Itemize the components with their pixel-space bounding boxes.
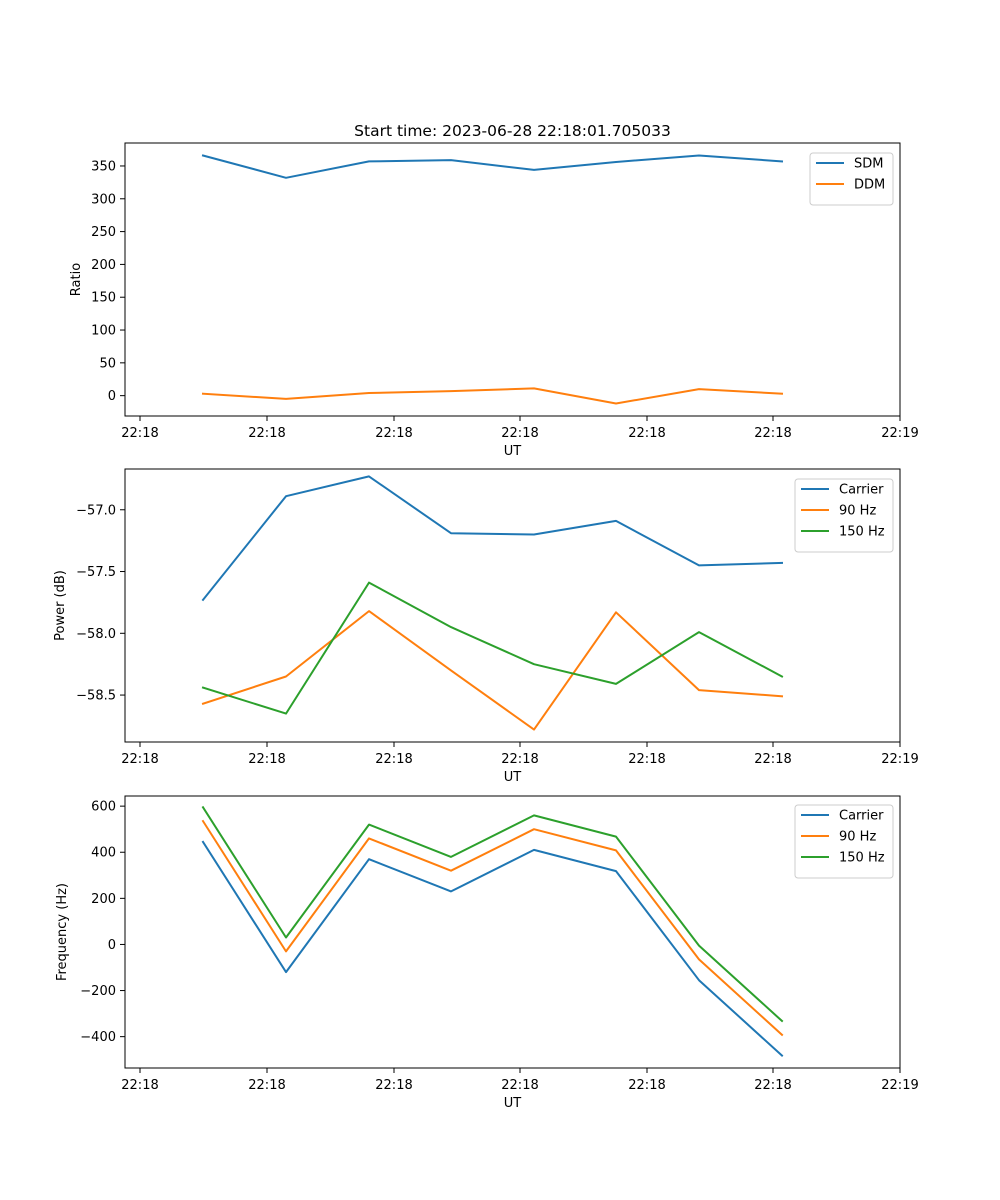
y-tick-label: −58.0 bbox=[76, 627, 116, 642]
legend: SDM DDM bbox=[809, 152, 894, 206]
legend-box bbox=[794, 478, 894, 553]
series-line-ddm bbox=[201, 387, 784, 405]
series-line-150-hz bbox=[201, 581, 784, 715]
x-tick-label: 22:18 bbox=[628, 752, 665, 767]
series-line-150-hz bbox=[201, 805, 784, 1023]
y-tick-label: −57.0 bbox=[76, 503, 116, 518]
legend-label: DDM bbox=[854, 178, 885, 193]
panels: 22:18 22:18 22:18 22:18 22:18 22:18 22:19 0 50 10… bbox=[53, 142, 919, 1111]
series-line-90-hz bbox=[201, 819, 784, 1037]
y-tick-label: −200 bbox=[80, 984, 116, 999]
x-tick-label: 22:19 bbox=[881, 752, 918, 767]
legend-label: Carrier bbox=[839, 483, 884, 498]
series-line-carrier bbox=[201, 840, 784, 1058]
x-tick-label: 22:18 bbox=[501, 1078, 538, 1093]
legend-label: Carrier bbox=[839, 809, 884, 824]
series-line-carrier bbox=[201, 475, 784, 602]
y-tick-label: 250 bbox=[91, 225, 116, 240]
x-axis-label: UT bbox=[504, 1096, 522, 1111]
x-tick-label: 22:18 bbox=[628, 1078, 665, 1093]
x-tick-label: 22:18 bbox=[248, 752, 285, 767]
x-tick-label: 22:18 bbox=[754, 752, 791, 767]
x-tick-label: 22:18 bbox=[501, 426, 538, 441]
x-axis-label: UT bbox=[504, 444, 522, 459]
y-tick-label: 200 bbox=[91, 892, 116, 907]
y-tick-label: 300 bbox=[91, 192, 116, 207]
x-tick-label: 22:18 bbox=[375, 1078, 412, 1093]
y-axis-label: Power (dB) bbox=[53, 570, 68, 641]
x-axis-label: UT bbox=[504, 770, 522, 785]
x-tick-label: 22:18 bbox=[248, 1078, 285, 1093]
x-tick-label: 22:18 bbox=[754, 1078, 791, 1093]
y-axis-label: Ratio bbox=[69, 263, 84, 296]
y-tick-label: 150 bbox=[91, 291, 116, 306]
series-line-sdm bbox=[201, 154, 784, 179]
y-tick-label: 0 bbox=[108, 938, 116, 953]
axes-frame bbox=[124, 795, 901, 1069]
x-tick-label: 22:18 bbox=[628, 426, 665, 441]
legend-label: SDM bbox=[854, 157, 883, 172]
y-axis-label: Frequency (Hz) bbox=[55, 883, 70, 981]
x-tick-label: 22:18 bbox=[754, 426, 791, 441]
legend: Carrier 90 Hz 150 Hz bbox=[794, 804, 894, 879]
y-tick-label: 50 bbox=[99, 356, 116, 371]
legend-box bbox=[794, 804, 894, 879]
x-tick-label: 22:18 bbox=[375, 426, 412, 441]
y-tick-label: 200 bbox=[91, 258, 116, 273]
legend-label: 150 Hz bbox=[839, 851, 885, 866]
y-tick-label: 600 bbox=[91, 800, 116, 815]
series-line-90-hz bbox=[201, 610, 784, 731]
panel-1: 22:18 22:18 22:18 22:18 22:18 22:18 22:19 0 50 10… bbox=[69, 142, 919, 459]
y-tick-label: 400 bbox=[91, 846, 116, 861]
x-tick-label: 22:18 bbox=[121, 1078, 158, 1093]
y-tick-label: 100 bbox=[91, 324, 116, 339]
x-tick-label: 22:18 bbox=[501, 752, 538, 767]
legend-label: 90 Hz bbox=[839, 504, 876, 519]
y-tick-label: −58.5 bbox=[76, 689, 116, 704]
y-tick-label: −400 bbox=[80, 1030, 116, 1045]
y-tick-label: −57.5 bbox=[76, 565, 116, 580]
axes-frame bbox=[124, 468, 901, 743]
figure-title: Start time: 2023-06-28 22:18:01.705033 bbox=[354, 122, 671, 140]
axes-frame bbox=[124, 142, 901, 417]
y-tick-label: 0 bbox=[108, 389, 116, 404]
panel-3: 22:18 22:18 22:18 22:18 22:18 22:18 22:19 −400 −… bbox=[55, 795, 919, 1111]
x-tick-label: 22:19 bbox=[881, 426, 918, 441]
x-tick-label: 22:18 bbox=[375, 752, 412, 767]
legend: Carrier 90 Hz 150 Hz bbox=[794, 478, 894, 553]
y-tick-label: 350 bbox=[91, 159, 116, 174]
x-tick-label: 22:18 bbox=[248, 426, 285, 441]
panel-2: 22:18 22:18 22:18 22:18 22:18 22:18 22:19 −58.5… bbox=[53, 468, 919, 785]
x-tick-label: 22:18 bbox=[121, 426, 158, 441]
legend-label: 90 Hz bbox=[839, 830, 876, 845]
legend-box bbox=[809, 152, 894, 206]
legend-label: 150 Hz bbox=[839, 525, 885, 540]
x-tick-label: 22:19 bbox=[881, 1078, 918, 1093]
x-tick-label: 22:18 bbox=[121, 752, 158, 767]
